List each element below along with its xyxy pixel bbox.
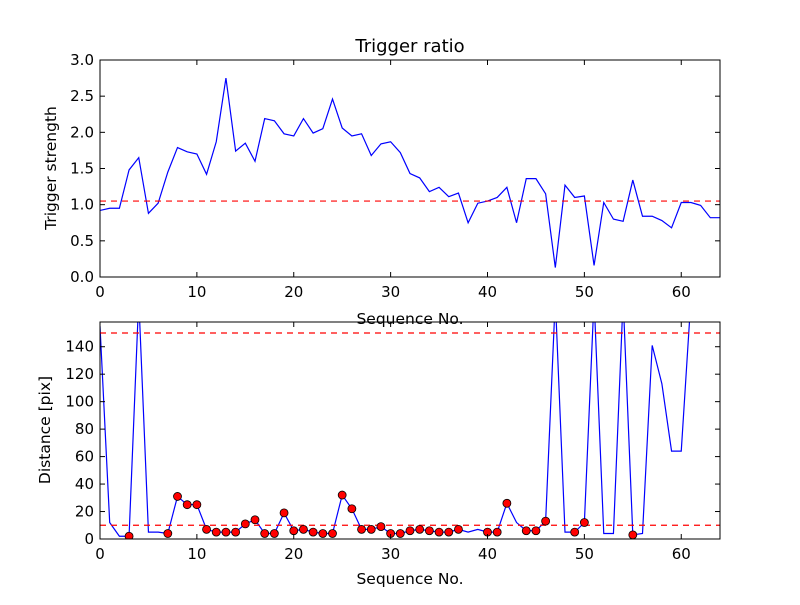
data-point-marker: [570, 527, 580, 537]
data-point-marker: [299, 524, 308, 534]
x-tick-label: 0: [95, 545, 105, 563]
data-point-marker: [347, 504, 357, 514]
data-point-marker: [357, 524, 366, 534]
x-tick-label: 40: [478, 545, 497, 563]
data-point-marker: [531, 526, 541, 536]
trigger-ratio-chart: Trigger ratio 0 10 20 30 40 50 60 0.0 0.5 1.0 1.5 2…: [42, 36, 721, 328]
x-tick-label: 60: [672, 545, 691, 563]
y-tick-label: 1.0: [70, 196, 94, 214]
data-point-marker: [628, 530, 638, 539]
data-point-marker: [260, 529, 270, 538]
y-tick-label: 100: [65, 393, 94, 411]
axis-ticks: 0 10 20 30 40 50 60 0 20 40 60 80 100 120 140: [65, 322, 720, 563]
data-point-marker: [192, 500, 202, 510]
plot-area: [100, 77, 720, 268]
data-point-marker: [434, 527, 444, 537]
y-tick-label: 0.5: [70, 232, 94, 250]
y-tick-label: 40: [75, 475, 94, 493]
y-tick-label: 140: [65, 338, 94, 356]
data-point-marker: [124, 531, 134, 539]
x-tick-label: 10: [187, 545, 206, 563]
plot-area: [100, 322, 720, 539]
y-tick-label: 80: [75, 420, 94, 438]
x-tick-label: 60: [672, 283, 691, 301]
y-tick-label: 0: [84, 530, 94, 548]
x-tick-label: 50: [575, 545, 594, 563]
distance-chart: 0 10 20 30 40 50 60 0 20 40 60 80 100 120 140 Sequence…: [36, 321, 721, 588]
data-point-marker: [231, 527, 241, 537]
data-point-marker: [492, 527, 502, 537]
x-tick-label: 0: [95, 283, 105, 301]
data-point-marker: [454, 524, 463, 534]
x-tick-label: 50: [575, 283, 594, 301]
data-point-marker: [221, 527, 231, 537]
chart-title: Trigger ratio: [354, 36, 464, 57]
data-point-marker: [182, 500, 192, 510]
data-point-marker: [444, 527, 454, 537]
data-point-marker: [337, 490, 347, 500]
data-point-marker: [163, 529, 173, 538]
x-tick-label: 20: [284, 545, 303, 563]
data-point-marker: [415, 524, 425, 534]
y-tick-label: 3.0: [70, 51, 94, 69]
y-axis-label: Trigger strength: [42, 106, 60, 231]
data-point-marker: [366, 524, 376, 534]
data-point-marker: [502, 498, 512, 508]
y-tick-label: 2.0: [70, 123, 94, 141]
data-point-marker: [211, 527, 221, 537]
y-tick-label: 60: [75, 448, 94, 466]
x-axis-label: Sequence No.: [356, 570, 463, 588]
data-point-marker: [289, 526, 299, 536]
x-axis-label: Sequence No.: [356, 310, 463, 328]
x-tick-label: 10: [187, 283, 206, 301]
data-point-marker: [376, 522, 386, 532]
data-point-marker: [250, 515, 260, 525]
y-tick-label: 20: [75, 503, 94, 521]
axes-frame: [99, 321, 721, 540]
data-point-marker: [424, 526, 434, 536]
y-tick-label: 120: [65, 365, 94, 383]
x-tick-label: 20: [284, 283, 303, 301]
x-tick-label: 30: [381, 283, 400, 301]
axes-frame: [99, 59, 721, 278]
y-tick-label: 2.5: [70, 87, 94, 105]
x-tick-label: 30: [381, 545, 400, 563]
y-axis-label: Distance [pix]: [36, 376, 54, 484]
data-point-marker: [521, 526, 531, 536]
data-point-marker: [269, 529, 279, 538]
y-tick-label: 0.0: [70, 268, 94, 286]
series-line: [100, 77, 720, 268]
data-point-marker: [318, 529, 328, 538]
data-point-marker: [202, 524, 211, 534]
data-point-marker: [279, 508, 289, 518]
series-line: [100, 322, 691, 537]
data-point-marker: [328, 529, 337, 538]
y-tick-label: 1.5: [70, 160, 94, 178]
data-point-marker: [240, 519, 250, 529]
data-point-marker: [405, 526, 415, 536]
data-point-marker: [308, 527, 318, 537]
data-point-marker: [579, 518, 589, 527]
x-tick-label: 40: [478, 283, 497, 301]
axis-ticks: 0 10 20 30 40 50 60 0.0 0.5 1.0 1.5 2.0 2.5 3.0: [70, 51, 720, 301]
data-point-marker: [395, 529, 405, 538]
data-point-marker: [541, 516, 551, 526]
data-point-marker: [173, 492, 182, 501]
